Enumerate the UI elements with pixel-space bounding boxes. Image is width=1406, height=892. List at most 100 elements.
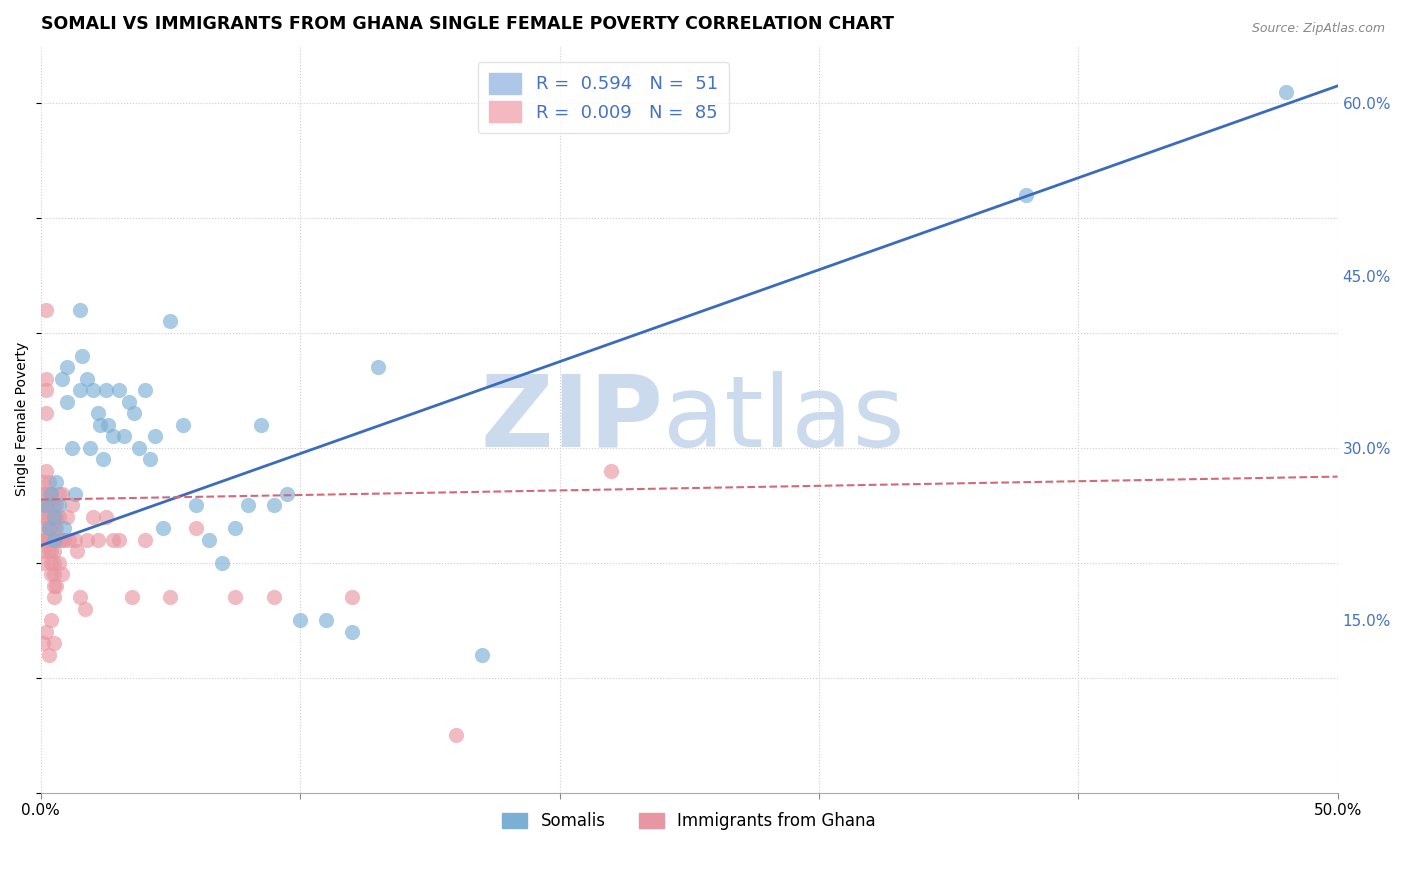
Point — [45, 499, 67, 513]
Point — [250, 417, 273, 432]
Point — [63, 487, 86, 501]
Point — [42, 556, 65, 570]
Point — [51, 533, 73, 547]
Point — [87, 533, 110, 547]
Point — [51, 487, 73, 501]
Point — [35, 499, 58, 513]
Point — [139, 452, 162, 467]
Point — [39, 567, 62, 582]
Point — [79, 441, 101, 455]
Point — [32, 499, 55, 513]
Point — [103, 429, 125, 443]
Point — [238, 499, 260, 513]
Text: SOMALI VS IMMIGRANTS FROM GHANA SINGLE FEMALE POVERTY CORRELATION CHART: SOMALI VS IMMIGRANTS FROM GHANA SINGLE F… — [41, 15, 894, 33]
Point — [103, 533, 125, 547]
Point — [91, 452, 114, 467]
Point — [35, 487, 58, 501]
Point — [263, 499, 285, 513]
Point — [211, 556, 233, 570]
Point — [42, 509, 65, 524]
Point — [128, 441, 150, 455]
Point — [69, 384, 91, 398]
Point — [38, 509, 60, 524]
Point — [66, 544, 89, 558]
Point — [55, 360, 77, 375]
Point — [367, 360, 389, 375]
Point — [42, 579, 65, 593]
Point — [94, 384, 117, 398]
Point — [35, 406, 58, 420]
Point — [38, 521, 60, 535]
Point — [159, 591, 181, 605]
Point — [288, 613, 311, 627]
Text: ZIP: ZIP — [481, 371, 664, 467]
Point — [122, 406, 145, 420]
Point — [38, 521, 60, 535]
Point — [42, 591, 65, 605]
Point — [94, 509, 117, 524]
Point — [39, 487, 62, 501]
Point — [39, 509, 62, 524]
Point — [60, 441, 83, 455]
Point — [1274, 85, 1296, 99]
Point — [32, 475, 55, 490]
Point — [35, 464, 58, 478]
Point — [73, 601, 96, 615]
Point — [42, 499, 65, 513]
Point — [89, 417, 111, 432]
Point — [38, 648, 60, 662]
Point — [76, 533, 98, 547]
Point — [35, 303, 58, 318]
Point — [172, 417, 194, 432]
Point — [107, 384, 129, 398]
Point — [32, 636, 55, 650]
Point — [35, 384, 58, 398]
Point — [51, 372, 73, 386]
Point — [38, 533, 60, 547]
Point — [42, 544, 65, 558]
Point — [45, 579, 67, 593]
Point — [51, 567, 73, 582]
Point — [39, 487, 62, 501]
Point — [39, 613, 62, 627]
Point — [134, 533, 156, 547]
Point — [35, 499, 58, 513]
Point — [39, 521, 62, 535]
Point — [53, 521, 76, 535]
Point — [471, 648, 494, 662]
Point — [45, 509, 67, 524]
Point — [32, 487, 55, 501]
Point — [42, 567, 65, 582]
Point — [76, 372, 98, 386]
Point — [72, 349, 94, 363]
Point — [53, 533, 76, 547]
Point — [60, 499, 83, 513]
Point — [121, 591, 143, 605]
Legend: Somalis, Immigrants from Ghana: Somalis, Immigrants from Ghana — [496, 805, 883, 837]
Point — [118, 395, 141, 409]
Point — [39, 533, 62, 547]
Point — [45, 521, 67, 535]
Point — [198, 533, 221, 547]
Point — [35, 509, 58, 524]
Point — [82, 384, 104, 398]
Point — [48, 556, 70, 570]
Text: atlas: atlas — [664, 371, 905, 467]
Point — [38, 521, 60, 535]
Point — [42, 521, 65, 535]
Point — [39, 544, 62, 558]
Point — [32, 556, 55, 570]
Point — [152, 521, 174, 535]
Point — [42, 636, 65, 650]
Point — [38, 533, 60, 547]
Point — [159, 314, 181, 328]
Point — [600, 464, 623, 478]
Point — [38, 544, 60, 558]
Point — [35, 372, 58, 386]
Point — [35, 533, 58, 547]
Point — [48, 487, 70, 501]
Point — [55, 509, 77, 524]
Point — [134, 384, 156, 398]
Point — [32, 544, 55, 558]
Point — [87, 406, 110, 420]
